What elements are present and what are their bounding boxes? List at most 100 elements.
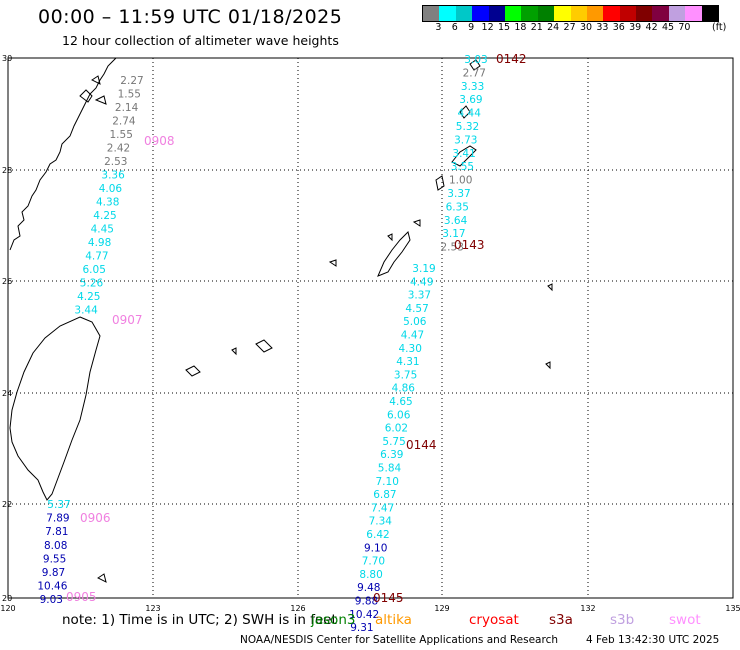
wave-height-value: 4.49: [410, 276, 433, 288]
footer-note: note: 1) Time is in UTC; 2) SWH is in fe…: [62, 612, 337, 628]
wave-height-value: 10.46: [37, 581, 67, 593]
wave-height-value: 2.27: [120, 75, 143, 87]
legend-swatch: [636, 6, 653, 21]
wave-height-value: 4.31: [396, 356, 419, 368]
track-0144: 3.194.49 3.374.575.06 4.474.304.313.75 4.86…: [349, 263, 436, 634]
wave-height-value: 7.10: [376, 476, 399, 488]
legend-swatch: [537, 6, 555, 21]
wave-height-value: 8.08: [44, 540, 67, 552]
pass-time-label: 0143: [454, 238, 485, 252]
wave-height-value: 3.37: [447, 188, 470, 200]
legend-tick: 30: [579, 22, 593, 33]
yakushima: [469, 59, 481, 71]
tokunoshima: [435, 175, 445, 191]
pass-time-label: 0908: [144, 134, 175, 148]
wave-height-value: 3.03: [464, 54, 487, 66]
track-0142: 3.032.77 3.333.69 4.445.323.73 3.413.55 1.00…: [441, 54, 488, 254]
legend-tick: 36: [612, 22, 625, 33]
credit-line: NOAA/NESDIS Center for Satellite Applica…: [240, 634, 558, 646]
wave-height-value: 5.37: [47, 499, 70, 511]
map-subtitle: 12 hour collection of altimeter wave hei…: [62, 33, 339, 48]
altimeter-tracks: 2.271.552.142.741.552.422.533.364.064.38…: [37, 54, 487, 634]
wave-height-value: 9.10: [364, 542, 387, 554]
legend-swatch: [619, 6, 637, 21]
wave-height-value: 6.87: [373, 489, 396, 501]
legend-swatch: [570, 6, 587, 21]
legend-tick: 9: [468, 22, 475, 33]
wave-height-value: 1.55: [110, 129, 133, 141]
wave-height-value: 1.00: [449, 175, 472, 187]
legend-tick: 39: [629, 22, 642, 33]
wave-height-value: 3.64: [444, 215, 468, 227]
legend-swatch: [423, 6, 440, 21]
wave-height-value: 4.77: [85, 251, 108, 263]
china-coast: [9, 57, 117, 251]
legend-swatch: [586, 6, 604, 21]
wave-height-value: 3.33: [461, 81, 484, 93]
legend-tick: 42: [645, 22, 658, 33]
wave-height-value: 4.38: [96, 197, 119, 209]
axis-tick-labels: 120 123 126 129 132 135 30 28 26 24 22 20: [0, 54, 740, 613]
legend-swatch: [668, 6, 686, 21]
satellite-swot: swot: [669, 612, 701, 628]
legend-swatch: [439, 6, 456, 21]
wave-height-value: 9.48: [357, 582, 380, 594]
longitude-label: 135: [725, 604, 740, 613]
longitude-label: 126: [290, 604, 305, 613]
legend-tick: 15: [497, 22, 511, 33]
track-0906: 5.37 7.897.81 8.089.55 9.87 10.469.03: [37, 499, 70, 606]
wave-height-value: 3.17: [442, 228, 465, 240]
wave-height-value: 5.26: [80, 278, 104, 290]
wave-height-value: 9.87: [42, 567, 65, 579]
map-grid: [7, 57, 734, 599]
wave-height-value: 8.80: [359, 569, 382, 581]
wave-height-value: 6.06: [387, 409, 411, 421]
generation-timestamp: 4 Feb 13:42:30 UTC 2025: [586, 634, 720, 646]
latitude-label: 26: [2, 277, 12, 286]
wave-height-value: 4.25: [77, 291, 100, 303]
wave-height-value: 3.73: [454, 134, 477, 146]
latitude-label: 28: [2, 166, 12, 175]
satellite-jason3: jason3: [311, 612, 356, 628]
longitude-label: 132: [580, 604, 595, 613]
map-frame: [7, 57, 734, 599]
legend-tick: 27: [563, 22, 576, 33]
longitude-label: 129: [434, 604, 449, 613]
legend-swatch: [603, 6, 620, 21]
wave-height-value: 6.35: [446, 201, 469, 213]
latitude-label: 30: [2, 54, 12, 63]
tanegashima: [459, 105, 471, 119]
wave-height-value: 7.81: [45, 526, 68, 538]
wave-height-value: 4.47: [401, 330, 424, 342]
wave-height-value: 9.55: [43, 553, 66, 565]
pass-time-labels: 0908 0907 0906 0905 0142 0143 0144 0145: [66, 52, 527, 605]
legend-tick: 3: [435, 22, 442, 33]
zhoushan-islands: [79, 75, 107, 105]
legend-swatch: [504, 6, 522, 21]
legend-tick: 33: [596, 22, 609, 33]
ishigaki: [185, 365, 201, 377]
satellite-s3b: s3b: [610, 612, 635, 628]
wave-height-value: 2.42: [107, 143, 130, 155]
wave-height-value: 3.36: [101, 170, 125, 182]
map-title: 00:00 – 11:59 UTC 01/18/2025: [38, 6, 343, 28]
amami-coast: [451, 145, 477, 167]
wave-height-value: 4.44: [458, 108, 482, 120]
wave-height-value: 6.42: [366, 529, 389, 541]
wave-height-value: 5.06: [403, 316, 427, 328]
pass-time-label: 0905: [66, 590, 97, 604]
legend-swatch: [521, 6, 538, 21]
wave-height-value: 7.34: [369, 516, 393, 528]
wave-height-value: 3.41: [452, 148, 475, 160]
color-scale-legend: [422, 5, 720, 22]
wave-height-value: 4.06: [99, 183, 123, 195]
legend-unit: (ft): [712, 22, 727, 33]
legend-swatch: [652, 6, 669, 21]
latitude-label: 24: [2, 389, 12, 398]
wave-height-value: 5.75: [382, 436, 405, 448]
longitude-label: 120: [0, 604, 15, 613]
wave-height-value: 3.37: [408, 290, 431, 302]
satellite-s3a: s3a: [549, 612, 573, 628]
okinawa-coast: [377, 231, 411, 277]
